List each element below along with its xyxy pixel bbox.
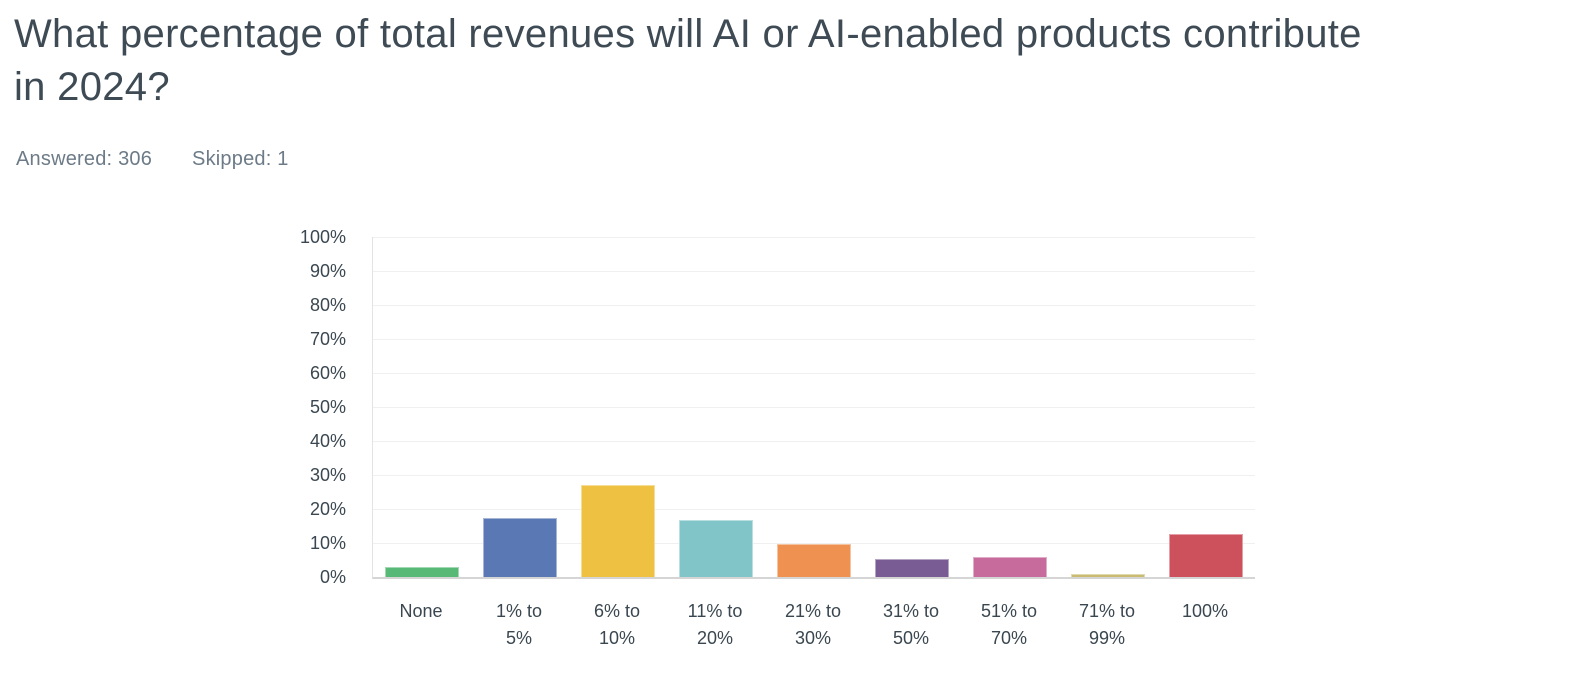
bar[interactable]	[875, 559, 949, 577]
x-tick-label: 100%	[1181, 601, 1229, 621]
gridline	[373, 237, 1255, 238]
bar[interactable]	[385, 566, 459, 577]
bar[interactable]	[483, 518, 557, 577]
x-tick-label: 11% to 20%	[687, 601, 743, 648]
y-tick-label: 30%	[309, 465, 346, 485]
skipped-stat: Skipped: 1	[192, 148, 289, 170]
gridline	[373, 339, 1255, 340]
y-tick-label: 40%	[309, 431, 346, 451]
y-axis: 0% 10% 20% 30% 40% 50% 60% 70% 80% 90% 100%	[260, 227, 346, 587]
x-tick-label: 51% to 70%	[980, 601, 1038, 648]
bar[interactable]	[1169, 533, 1243, 577]
gridline	[373, 305, 1255, 306]
y-tick-label: 10%	[309, 533, 346, 553]
plot-area	[372, 237, 1255, 579]
answered-value: 306	[118, 148, 153, 170]
y-tick-label: 0%	[319, 567, 346, 587]
answered-stat: Answered: 306	[16, 148, 152, 170]
gridline	[373, 543, 1255, 544]
x-tick-label: 21% to 30%	[784, 601, 842, 648]
gridline	[373, 271, 1255, 272]
x-tick-label: None	[399, 601, 443, 621]
x-tick-label: 71% to 99%	[1078, 601, 1136, 648]
y-tick-label: 100%	[299, 227, 346, 247]
y-tick-label: 20%	[309, 499, 346, 519]
question-title-line-1: What percentage of total revenues will A…	[14, 12, 1362, 56]
y-tick-label: 70%	[309, 329, 346, 349]
question-title: What percentage of total revenues will A…	[14, 8, 1362, 114]
x-tick-label: 1% to 5%	[495, 601, 543, 648]
x-tick-label: 6% to 10%	[593, 601, 641, 648]
gridline	[373, 373, 1255, 374]
y-tick-label: 60%	[309, 363, 346, 383]
bar[interactable]	[973, 556, 1047, 577]
gridline	[373, 475, 1255, 476]
skipped-value: 1	[277, 148, 289, 170]
y-tick-label: 80%	[309, 295, 346, 315]
bar[interactable]	[777, 543, 851, 577]
bar-chart: 0% 10% 20% 30% 40% 50% 60% 70% 80% 90% 100% None 1%…	[300, 227, 1255, 648]
bar[interactable]	[1071, 573, 1145, 577]
question-title-line-2: in 2024?	[14, 65, 170, 109]
bar[interactable]	[679, 520, 753, 577]
skipped-label: Skipped:	[192, 148, 272, 170]
gridline	[373, 441, 1255, 442]
x-tick-label: 31% to 50%	[882, 601, 940, 648]
response-stats: Answered: 306 Skipped: 1	[16, 148, 329, 171]
answered-label: Answered:	[16, 148, 113, 170]
y-tick-label: 50%	[309, 397, 346, 417]
gridline	[373, 407, 1255, 408]
gridline	[373, 509, 1255, 510]
y-tick-label: 90%	[309, 261, 346, 281]
bar[interactable]	[581, 484, 655, 577]
